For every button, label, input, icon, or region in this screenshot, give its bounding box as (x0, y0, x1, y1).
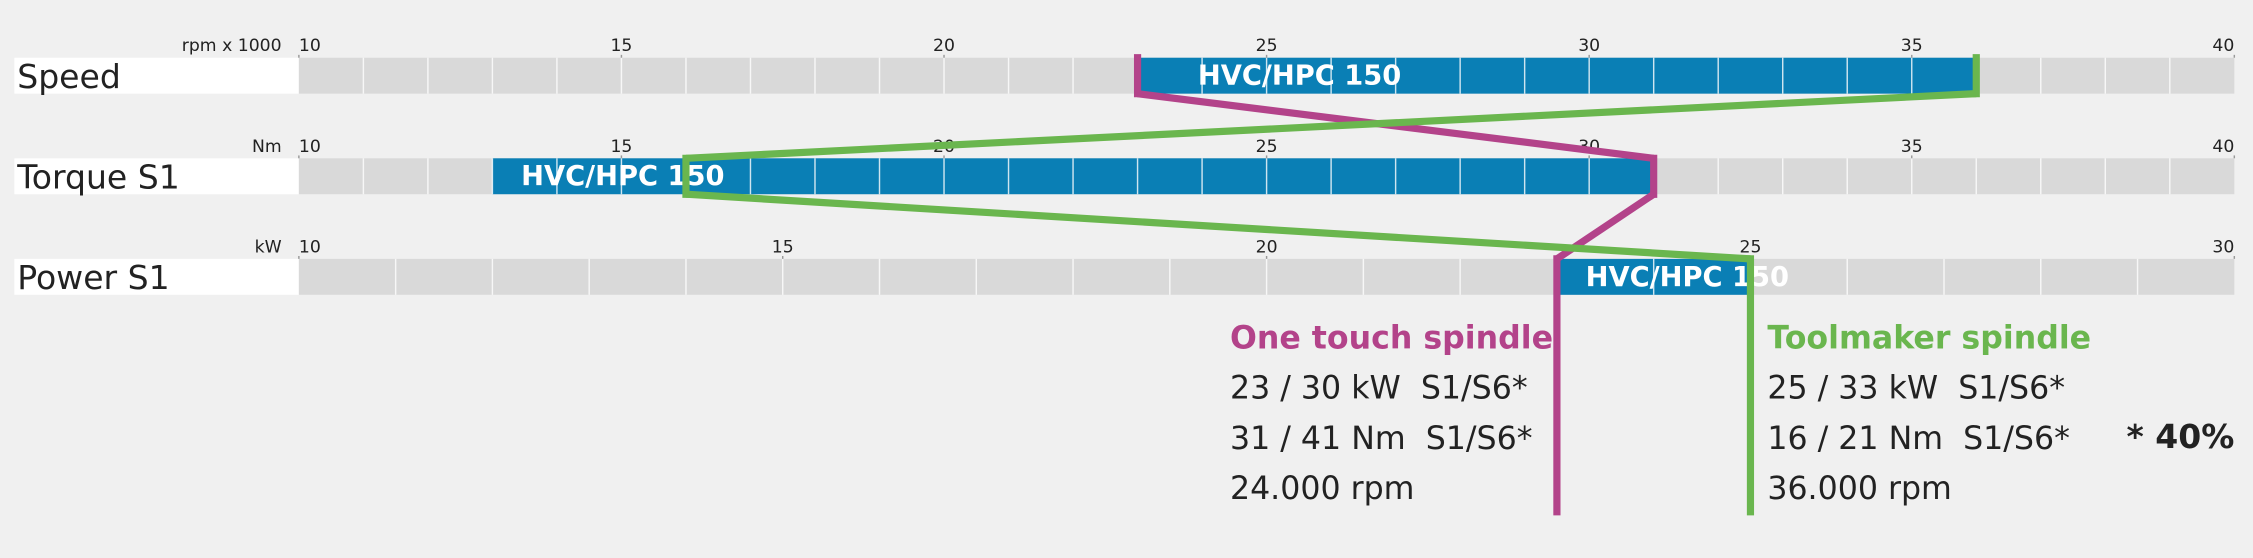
x-tick-label: 35 (1901, 36, 1923, 56)
legend-title: Toolmaker spindle (1767, 320, 2091, 356)
range-label: HVC/HPC 150 (1586, 262, 1789, 293)
x-tick-label: 15 (610, 36, 632, 56)
axis-unit: rpm x 1000 (182, 36, 282, 56)
range-label: HVC/HPC 150 (1198, 61, 1401, 92)
x-tick-label: 30 (2212, 237, 2234, 257)
row-label-bg (14, 258, 299, 295)
spec-line: 25 / 33 kW S1/S6* (1767, 371, 2065, 407)
spec-line: 31 / 41 Nm S1/S6* (1230, 421, 1533, 457)
spec-line: 16 / 21 Nm S1/S6* (1767, 421, 2070, 457)
row-label-bg (14, 158, 299, 195)
x-tick-label: 15 (772, 237, 794, 257)
axis-unit: Nm (252, 137, 282, 157)
spec-line: 36.000 rpm (1767, 471, 1952, 507)
x-tick-label: 40 (2212, 137, 2234, 157)
range-bar (1137, 57, 1977, 94)
spec-line: 24.000 rpm (1230, 471, 1415, 507)
row-label: Speed (17, 57, 121, 96)
x-tick-label: 25 (1256, 137, 1278, 157)
x-tick-label: 20 (933, 36, 955, 56)
spec-line: 23 / 30 kW S1/S6* (1230, 371, 1528, 407)
row-label: Power S1 (17, 258, 169, 297)
x-tick-label: 15 (610, 137, 632, 157)
x-tick-label: 25 (1256, 36, 1278, 56)
row-label-bg (14, 57, 299, 94)
spindle-connector (685, 190, 1751, 263)
x-tick-label: 30 (1578, 36, 1600, 56)
x-tick-label: 10 (299, 237, 321, 257)
x-tick-label: 35 (1901, 137, 1923, 157)
x-tick-label: 40 (2212, 36, 2234, 56)
spindle-connector (685, 90, 1977, 162)
legend-title: One touch spindle (1230, 320, 1553, 356)
axis-unit: kW (255, 237, 282, 257)
range-label: HVC/HPC 150 (521, 161, 724, 192)
footnote: * 40% (2126, 417, 2234, 456)
x-tick-label: 10 (299, 137, 321, 157)
x-tick-label: 10 (299, 36, 321, 56)
row-label: Torque S1 (16, 158, 179, 197)
x-tick-label: 20 (1256, 237, 1278, 257)
x-tick-label: 25 (1739, 237, 1761, 257)
